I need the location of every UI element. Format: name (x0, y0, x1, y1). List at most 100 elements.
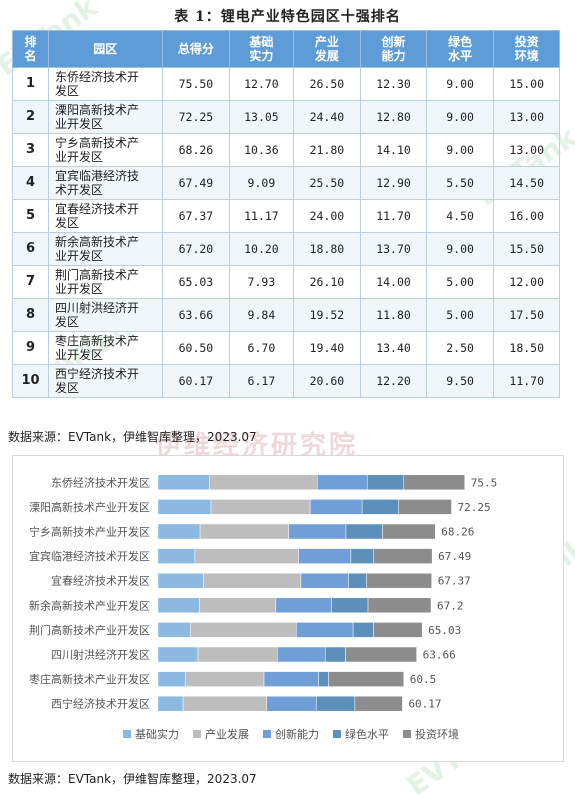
table-title: 表 1：锂电产业特色园区十强排名 (174, 9, 401, 25)
park-name-cell: 宜宾临港经济技 术开发区 (48, 166, 163, 200)
bar-segment (345, 646, 417, 663)
score-cell: 14.10 (360, 133, 427, 167)
column-header-text: 总得分 (177, 42, 214, 56)
bar-segment (300, 572, 349, 589)
category-label: 西宁经济技术开发区 (51, 697, 150, 711)
bar-segment (373, 548, 433, 564)
bar-segment (157, 548, 196, 564)
bar-segment (317, 474, 368, 491)
bar-segment (184, 671, 265, 687)
score-cell: 11.70 (360, 199, 427, 233)
score-cell: 24.40 (292, 100, 362, 134)
park-name-line: 业开发区 (55, 348, 104, 362)
bar-segment (350, 548, 374, 564)
score-cell: 10.20 (229, 232, 294, 266)
bar-segment (199, 523, 289, 540)
total-data-label: 67.2 (437, 599, 464, 612)
score-cell: 17.50 (493, 298, 560, 332)
column-header: 绿色 水平 (425, 30, 495, 68)
column-header: 园区 (48, 30, 163, 68)
category-label: 溧阳高新技术产业开发区 (29, 500, 150, 514)
park-name-cell: 四川射洪经济开 发区 (48, 298, 163, 332)
park-name-line: 新余高新技术产 (55, 235, 140, 249)
table-row: 10 西宁经济技术开 发区 60.17 6.17 20.60 12.20 9.50 11.70 (11, 364, 560, 398)
total-data-label: 68.26 (441, 526, 474, 539)
category-label: 宜宾临港经济技术开发区 (29, 549, 150, 563)
park-name-line: 宜春经济技术开 (55, 202, 140, 216)
table-body: 1 东侨经济技术开 发区 75.50 12.70 26.50 12.30 9.00 15.00 2… (11, 67, 560, 398)
table-row: 7 荆门高新技术产 业开发区 65.03 7.93 26.10 14.00 5.00 12.00 (11, 265, 560, 299)
rank-cell: 6 (11, 232, 50, 266)
column-header-text: 基础 (249, 35, 274, 49)
total-score-cell: 67.37 (161, 199, 231, 233)
score-cell: 12.30 (360, 67, 427, 101)
category-label: 枣庄高新技术产业开发区 (29, 672, 150, 686)
table-row: 2 溧阳高新技术产 业开发区 72.25 13.05 24.40 12.80 9.00 13.0… (11, 100, 560, 134)
bar-segment (203, 572, 302, 589)
score-cell: 10.36 (229, 133, 294, 167)
legend-label: 绿色水平 (345, 727, 389, 741)
rank-cell: 8 (11, 298, 50, 332)
score-cell: 7.93 (229, 265, 294, 299)
total-score-cell: 75.50 (161, 67, 231, 101)
score-cell: 26.10 (292, 265, 362, 299)
bar-segment (295, 622, 354, 638)
score-cell: 13.40 (360, 331, 427, 365)
bar-segment (209, 474, 318, 491)
bar-segment (157, 671, 186, 687)
total-data-label: 60.17 (408, 698, 441, 711)
score-cell: 5.50 (425, 166, 495, 200)
bar-segment (348, 572, 367, 589)
park-name-line: 东侨经济技术开 (55, 70, 140, 84)
column-header-text: 园区 (93, 42, 118, 56)
park-name-line: 发区 (55, 216, 80, 230)
column-header-text: 实力 (249, 49, 274, 63)
park-name-line: 业开发区 (55, 150, 104, 164)
bar-segment (157, 523, 201, 540)
column-header: 创新 能力 (360, 30, 427, 68)
column-header: 投资 环境 (493, 30, 560, 68)
park-name-cell: 枣庄高新技术产 业开发区 (48, 331, 163, 365)
park-name-cell: 溧阳高新技术产 业开发区 (48, 100, 163, 134)
score-cell: 12.70 (229, 67, 294, 101)
score-cell: 12.20 (360, 364, 427, 398)
table-row: 6 新余高新技术产 业开发区 67.20 10.20 18.80 13.70 9.00 15.5… (11, 232, 560, 266)
bar-segment (366, 474, 405, 491)
park-name-cell: 荆门高新技术产 业开发区 (48, 265, 163, 299)
park-name-cell: 宜春经济技术开 发区 (48, 199, 163, 233)
score-cell: 5.00 (425, 265, 495, 299)
score-cell: 11.80 (360, 298, 427, 332)
legend-label: 投资环境 (415, 727, 459, 741)
rank-cell: 4 (11, 166, 50, 200)
source-note-chart: 数据来源：EVTank，伊维智库整理，2023.07 (8, 772, 257, 786)
category-label: 宁乡高新技术产业开发区 (29, 525, 150, 539)
park-name-line: 四川射洪经济开 (55, 301, 140, 315)
column-header-text: 水平 (448, 49, 473, 63)
score-cell: 16.00 (493, 199, 560, 233)
table-row: 1 东侨经济技术开 发区 75.50 12.70 26.50 12.30 9.00 15.00 (11, 67, 560, 101)
legend-swatch (263, 730, 271, 738)
bar-segment (331, 597, 369, 614)
category-label: 宜春经济技术开发区 (51, 574, 150, 588)
rank-cell: 9 (11, 331, 50, 365)
score-cell: 12.80 (360, 100, 427, 134)
score-cell: 9.00 (425, 232, 495, 266)
bar-segment (157, 499, 212, 515)
bar-segment (266, 695, 317, 712)
legend-label: 产业发展 (205, 727, 249, 741)
bar-segment (288, 523, 347, 540)
bar-segment (373, 622, 423, 638)
score-cell: 9.84 (229, 298, 294, 332)
table-row: 5 宜春经济技术开 发区 67.37 11.17 24.00 11.70 4.50 16.00 (11, 199, 560, 233)
rank-cell: 3 (11, 133, 50, 167)
bar-segment (194, 548, 299, 564)
total-score-cell: 63.66 (161, 298, 231, 332)
total-data-label: 67.49 (438, 550, 471, 563)
score-cell: 21.80 (292, 133, 362, 167)
score-cell: 20.60 (292, 364, 362, 398)
total-data-label: 60.5 (410, 673, 437, 686)
score-cell: 11.17 (229, 199, 294, 233)
score-cell: 18.80 (292, 232, 362, 266)
park-name-line: 发区 (55, 84, 80, 98)
column-header: 排名 (11, 30, 50, 68)
